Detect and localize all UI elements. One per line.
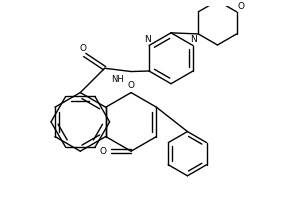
Text: O: O <box>79 44 86 53</box>
Text: NH: NH <box>112 75 124 84</box>
Text: N: N <box>190 35 197 44</box>
Text: N: N <box>145 35 151 44</box>
Text: O: O <box>128 81 135 90</box>
Text: O: O <box>238 2 245 11</box>
Text: O: O <box>99 147 106 156</box>
